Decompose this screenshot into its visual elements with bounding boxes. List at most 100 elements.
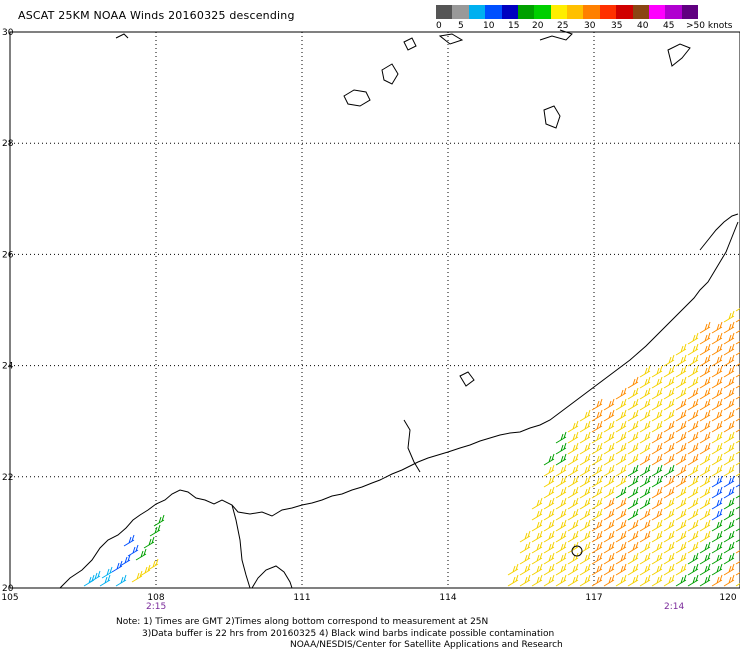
wind-barb — [723, 409, 735, 422]
wind-barb — [555, 453, 567, 466]
wind-barb — [735, 473, 740, 477]
wind-barb — [615, 475, 627, 488]
wind-barb — [591, 508, 603, 521]
wind-barb — [603, 563, 615, 576]
wind-barb — [149, 524, 161, 537]
lat-label: 22 — [2, 473, 13, 483]
wind-barb — [711, 541, 723, 554]
island-5 — [403, 37, 417, 51]
wind-barb — [687, 475, 699, 488]
wind-barb — [567, 486, 579, 499]
wind-barb — [627, 530, 639, 543]
wind-barb — [663, 574, 675, 587]
island-4 — [667, 43, 691, 67]
wind-barb — [735, 484, 740, 488]
legend-swatch — [665, 5, 682, 19]
wind-barb — [615, 420, 627, 433]
wind-barb — [663, 398, 675, 411]
wind-barb — [687, 508, 699, 521]
wind-barb — [615, 552, 627, 565]
legend-label: 35 — [611, 21, 623, 31]
wind-barb — [603, 486, 615, 499]
wind-barb — [735, 308, 740, 312]
wind-barb — [627, 431, 639, 444]
wind-barb — [543, 541, 555, 554]
wind-barb — [531, 519, 543, 532]
wind-barb — [675, 574, 687, 587]
wind-barb — [687, 552, 699, 565]
wind-barb — [139, 564, 151, 577]
wind-barb — [687, 409, 699, 422]
wind-barb — [579, 453, 591, 466]
island-6 — [438, 33, 464, 45]
wind-barb — [531, 530, 543, 543]
wind-barb — [675, 519, 687, 532]
axis-labels: 105 108 111 114 117 120 30 28 26 24 22 20 — [1, 28, 736, 603]
wind-barb — [723, 365, 735, 378]
wind-barb — [651, 453, 663, 466]
wind-barb — [531, 497, 543, 510]
wind-barb — [591, 541, 603, 554]
wind-barb — [735, 385, 740, 389]
wind-barb — [639, 387, 651, 400]
coastline-hainan — [251, 565, 293, 589]
wind-barb — [555, 563, 567, 576]
wind-barb — [591, 530, 603, 543]
wind-barb — [531, 574, 543, 587]
wind-barb — [699, 497, 711, 510]
wind-barb — [735, 407, 740, 411]
wind-barb — [579, 442, 591, 455]
wind-barb — [699, 464, 711, 477]
wind-barb — [687, 563, 699, 576]
wind-barb — [699, 387, 711, 400]
legend-swatch — [550, 5, 567, 19]
lat-label: 24 — [2, 362, 14, 372]
legend-swatch — [681, 5, 698, 19]
wind-barb — [699, 321, 711, 334]
wind-barb — [663, 354, 675, 367]
wind-barb — [555, 530, 567, 543]
wind-barb — [519, 563, 531, 576]
wind-barb — [615, 497, 627, 510]
wind-barb — [543, 530, 555, 543]
wind-barb — [651, 420, 663, 433]
wind-barb — [675, 552, 687, 565]
wind-barb — [567, 475, 579, 488]
island-taiwan-coast — [699, 213, 739, 251]
wind-barb — [591, 431, 603, 444]
wind-barb — [687, 574, 699, 587]
wind-barb — [699, 431, 711, 444]
wind-barb — [699, 409, 711, 422]
wind-barb — [675, 486, 687, 499]
wind-barb — [711, 453, 723, 466]
wind-barb — [639, 552, 651, 565]
wind-barb — [555, 541, 567, 554]
wind-barb — [723, 563, 735, 576]
wind-barb — [627, 442, 639, 455]
wind-barb — [675, 475, 687, 488]
wind-barb — [603, 464, 615, 477]
wind-barb — [675, 431, 687, 444]
legend-swatch — [436, 5, 453, 19]
wind-barb — [735, 539, 740, 543]
wind-barb — [543, 552, 555, 565]
wind-barb — [639, 519, 651, 532]
lon-label: 120 — [719, 593, 736, 603]
wind-barb — [543, 574, 555, 587]
wind-barb — [615, 442, 627, 455]
wind-barb — [627, 574, 639, 587]
island-9 — [403, 419, 421, 473]
wind-barb — [639, 475, 651, 488]
wind-barb — [675, 563, 687, 576]
wind-barb — [687, 431, 699, 444]
wind-barb — [591, 519, 603, 532]
coastline — [59, 29, 739, 589]
wind-barb — [735, 319, 740, 323]
wind-barb — [651, 431, 663, 444]
wind-barb — [627, 387, 639, 400]
wind-barb — [591, 486, 603, 499]
wind-barb — [615, 486, 627, 499]
legend-swatch — [517, 5, 535, 19]
wind-barb — [143, 536, 155, 549]
wind-barb — [699, 552, 711, 565]
